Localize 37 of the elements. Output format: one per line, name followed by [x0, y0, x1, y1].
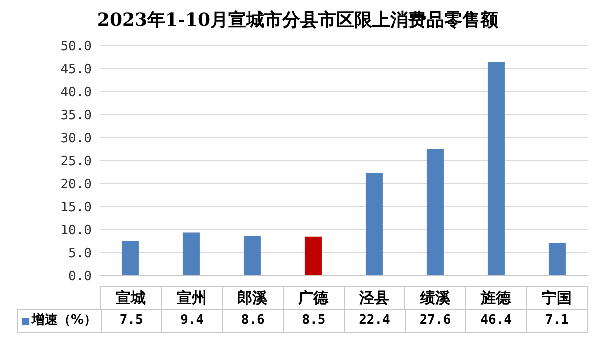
y-tick-label: 10.0	[60, 224, 92, 239]
legend-label: 增速（%）	[30, 312, 98, 330]
data-label: 9.4	[161, 310, 222, 332]
x-tick-label: 宣城	[100, 287, 161, 309]
x-tick-label: 郎溪	[222, 287, 283, 309]
bar	[244, 236, 261, 276]
data-label: 27.6	[404, 310, 466, 332]
bar	[182, 232, 200, 276]
data-label: 8.5	[283, 310, 344, 332]
bar	[122, 242, 139, 276]
x-tick-label: 广德	[282, 287, 344, 309]
y-tick-label: 50.0	[60, 40, 92, 55]
data-label: 7.5	[100, 310, 162, 332]
bar	[366, 172, 383, 276]
y-tick-label: 5.0	[68, 246, 92, 262]
y-tick-label: 15.0	[60, 200, 92, 216]
y-tick-label: 0.0	[68, 270, 92, 285]
x-tick-label: 宣州	[160, 287, 222, 309]
x-tick-label: 泾县	[344, 287, 404, 309]
x-tick-label: 绩溪	[404, 287, 466, 309]
y-tick-label: 40.0	[60, 86, 92, 101]
y-tick-label: 35.0	[60, 108, 92, 124]
chart-title: 2023年1-10月宣城市分县市区限上消费品零售额	[96, 9, 500, 33]
bar	[488, 62, 505, 276]
x-tick-label: 宁国	[526, 287, 587, 309]
data-label: 46.4	[465, 310, 526, 332]
bar	[304, 236, 322, 276]
y-tick-label: 30.0	[60, 132, 92, 147]
y-tick-label: 20.0	[60, 178, 92, 193]
data-label: 22.4	[344, 310, 405, 332]
y-tick-label: 25.0	[60, 154, 92, 170]
bar	[548, 243, 566, 276]
data-label: 7.1	[526, 310, 587, 332]
bar	[426, 149, 444, 276]
x-tick-label: 旌德	[465, 287, 526, 309]
y-tick-label: 45.0	[60, 62, 92, 78]
data-label: 8.6	[222, 310, 284, 332]
